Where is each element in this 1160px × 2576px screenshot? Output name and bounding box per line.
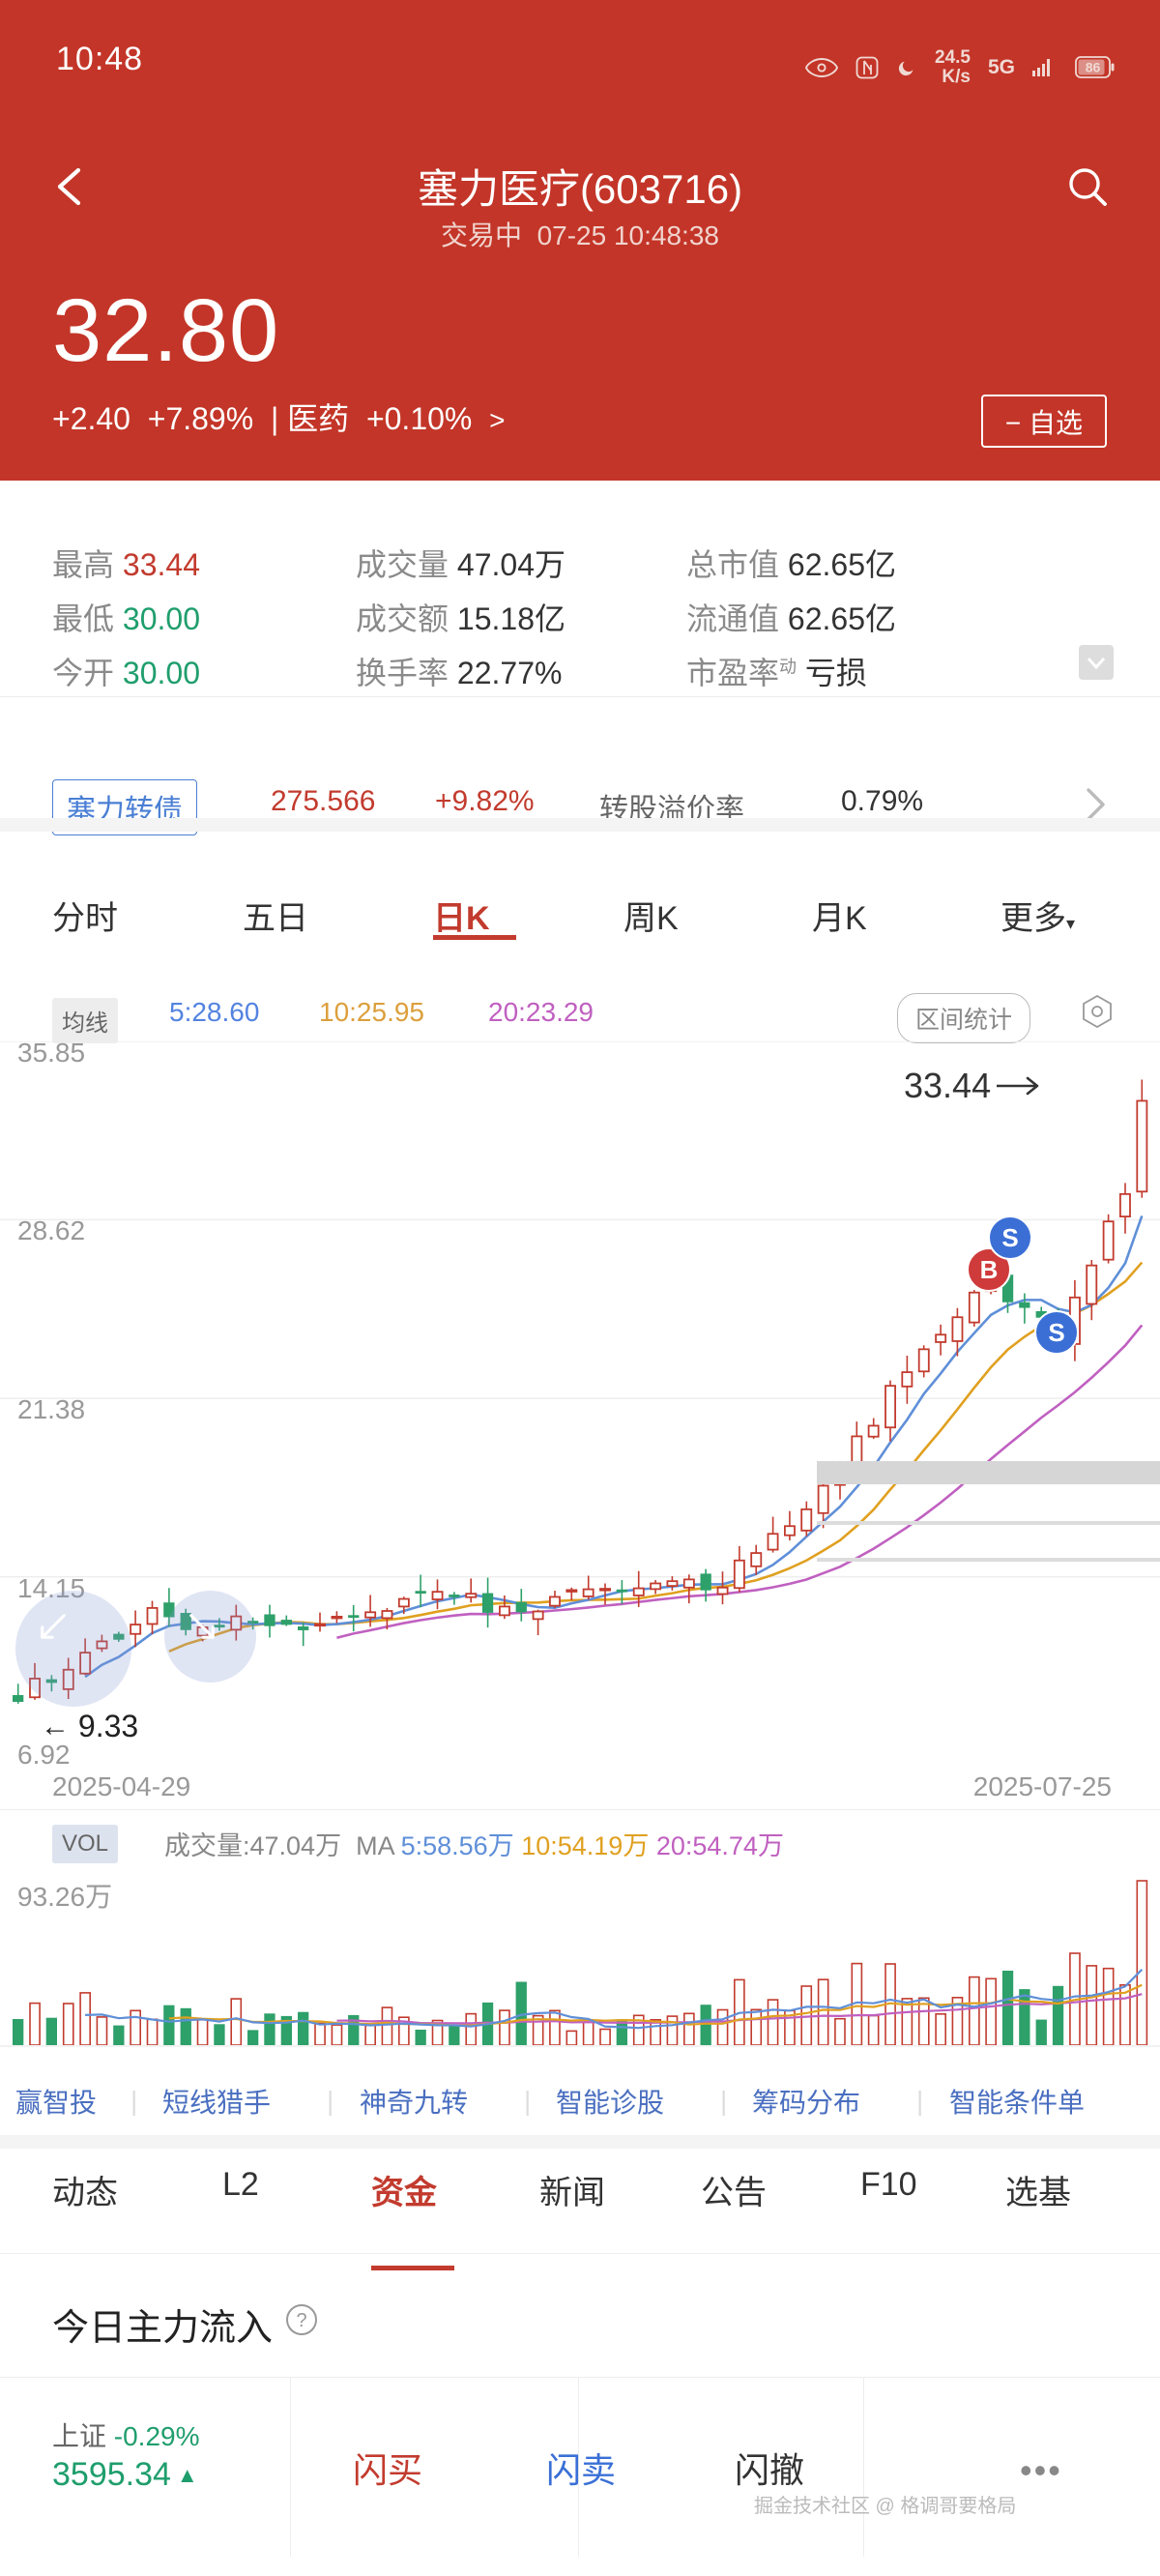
svg-text:86: 86 (1086, 60, 1101, 75)
svg-text:?: ? (296, 2310, 306, 2331)
